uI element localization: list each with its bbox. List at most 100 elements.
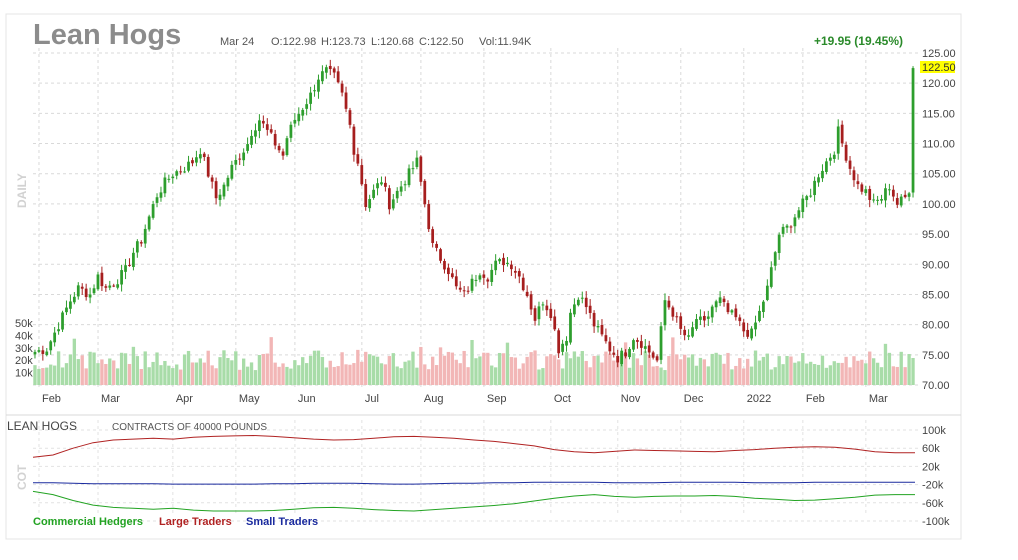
candle-layer (33, 59, 915, 368)
candle-body (541, 304, 545, 306)
volume-bar (474, 358, 478, 385)
x-tick-label: Mar (101, 393, 120, 405)
volume-y-tick-label: 20k (15, 355, 33, 367)
volume-bar (131, 346, 136, 385)
volume-bar (549, 354, 553, 385)
candle-body (269, 129, 273, 133)
candle-body (490, 269, 494, 282)
candle-body (710, 306, 714, 318)
volume-bar (749, 366, 754, 385)
volume-bar (391, 353, 395, 385)
candle-body (281, 151, 285, 156)
volume-bar (553, 355, 557, 385)
volume-bar (777, 356, 781, 385)
candle-body (427, 204, 431, 230)
x-tick-label: Nov (621, 393, 641, 405)
candle-body (132, 252, 135, 267)
candle-body (53, 332, 57, 343)
volume-bar (596, 355, 600, 385)
candle-body (553, 316, 557, 330)
volume-bar (671, 337, 675, 385)
candle-body (730, 310, 734, 313)
candle-body (293, 119, 297, 124)
candle-body (226, 177, 230, 187)
volume-bar (60, 367, 65, 385)
volume-bar (619, 353, 624, 385)
candle-body (191, 160, 194, 164)
candle-body (88, 294, 92, 298)
volume-layer (33, 337, 915, 385)
volume-bar (808, 361, 813, 385)
candle-body (785, 225, 789, 228)
candle-body (612, 352, 616, 355)
price-y-tick-label: 100.00 (922, 199, 956, 211)
candle-body (340, 83, 344, 93)
candle-body (258, 120, 261, 132)
candle-body (762, 301, 765, 313)
volume-bar (167, 365, 171, 385)
volume-bar (178, 369, 183, 385)
candle-body (616, 356, 620, 363)
candle-body (746, 329, 750, 337)
volume-bar (856, 360, 860, 385)
candle-body (395, 190, 399, 199)
volume-bar (706, 366, 710, 385)
volume-bar (434, 365, 439, 385)
volume-bar (895, 366, 899, 385)
candle-body (828, 157, 832, 161)
volume-bar (49, 364, 53, 385)
x-tick-label: Jun (298, 393, 316, 405)
volume-bar (155, 352, 159, 385)
volume-bar (820, 355, 825, 385)
volume-bar (399, 368, 403, 385)
volume-bar (773, 367, 777, 385)
volume-bar (899, 351, 903, 385)
candle-body (360, 165, 364, 185)
candle-body (836, 126, 840, 154)
candle-body (848, 160, 852, 169)
volume-bar (210, 365, 214, 385)
candle-body (407, 168, 411, 186)
candle-body (321, 71, 324, 82)
candle-body (151, 204, 155, 218)
candle-body (832, 154, 836, 159)
candle-body (364, 184, 368, 208)
candle-body (722, 298, 726, 303)
candle-body (643, 346, 647, 349)
legend-large-traders: Large Traders (159, 516, 232, 528)
volume-bar (348, 364, 352, 385)
candle-body (596, 325, 600, 328)
candle-body (242, 152, 246, 161)
candle-body (33, 351, 37, 355)
volume-bar (234, 351, 238, 385)
price-y-tick-label: 90.00 (922, 259, 950, 271)
volume-bar (891, 366, 896, 385)
volume-bar (710, 353, 714, 385)
volume-bar (336, 366, 340, 385)
volume-bar (600, 362, 604, 385)
x-tick-label: May (239, 393, 260, 405)
volume-bar (297, 365, 301, 385)
volume-bar (497, 352, 502, 385)
candle-body (781, 226, 785, 234)
cot-y-tick-label: 100k (922, 425, 946, 437)
candle-body (569, 312, 572, 343)
volume-bar (33, 365, 37, 385)
candle-body (801, 198, 805, 213)
candle-body (750, 328, 753, 339)
candle-body (817, 177, 820, 183)
volume-bar (679, 359, 683, 385)
volume-bar (214, 368, 218, 385)
volume-bar (84, 368, 88, 385)
volume-bar (517, 368, 521, 385)
volume-bar (68, 354, 73, 385)
candle-body (305, 104, 309, 109)
cot-subtitle: CONTRACTS OF 40000 POUNDS (112, 422, 267, 433)
candle-body (765, 285, 769, 300)
volume-bar (364, 351, 368, 385)
candle-body (813, 180, 816, 196)
volume-bar (493, 367, 498, 385)
candle-body (336, 71, 340, 83)
candle-body (447, 267, 450, 275)
candle-body (108, 285, 112, 288)
